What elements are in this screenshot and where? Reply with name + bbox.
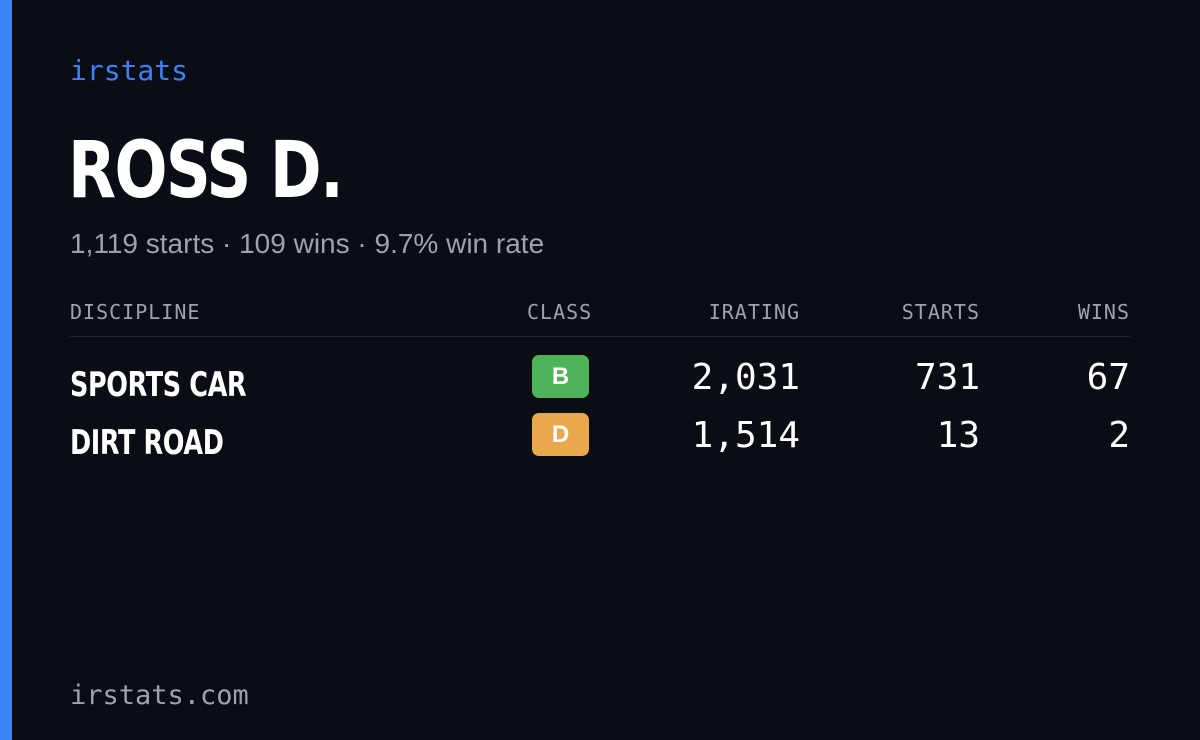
- irating-value: 2,031: [691, 357, 800, 398]
- wins-value: 2: [1108, 415, 1130, 456]
- column-header-class: CLASS: [527, 300, 593, 324]
- column-header-discipline: DISCIPLINE: [70, 300, 201, 324]
- starts-value: 731: [914, 357, 980, 398]
- class-badge: D: [532, 413, 589, 456]
- table-header: DISCIPLINE CLASS IRATING STARTS WINS: [70, 296, 1130, 337]
- wins-value: 67: [1086, 357, 1130, 398]
- column-header-irating: IRATING: [708, 300, 800, 324]
- column-header-wins: WINS: [1077, 300, 1130, 324]
- starts-value: 13: [936, 415, 980, 456]
- stats-table: DISCIPLINE CLASS IRATING STARTS WINS SPO…: [70, 296, 1130, 469]
- brand-logo[interactable]: irstats: [70, 54, 189, 87]
- accent-bar: [0, 0, 12, 740]
- discipline-name: SPORTS CAR: [70, 365, 247, 405]
- footer-url[interactable]: irstats.com: [70, 680, 249, 711]
- irating-value: 1,514: [691, 415, 800, 456]
- driver-summary: 1,119 starts · 109 wins · 9.7% win rate: [70, 228, 545, 259]
- table-row: SPORTS CAR B 2,031 731 67: [70, 353, 1130, 411]
- class-badge: B: [532, 355, 589, 398]
- driver-name: ROSS D.: [68, 126, 344, 216]
- table-row: DIRT ROAD D 1,514 13 2: [70, 411, 1130, 469]
- column-header-starts: STARTS: [901, 300, 980, 324]
- discipline-name: DIRT ROAD: [70, 423, 224, 463]
